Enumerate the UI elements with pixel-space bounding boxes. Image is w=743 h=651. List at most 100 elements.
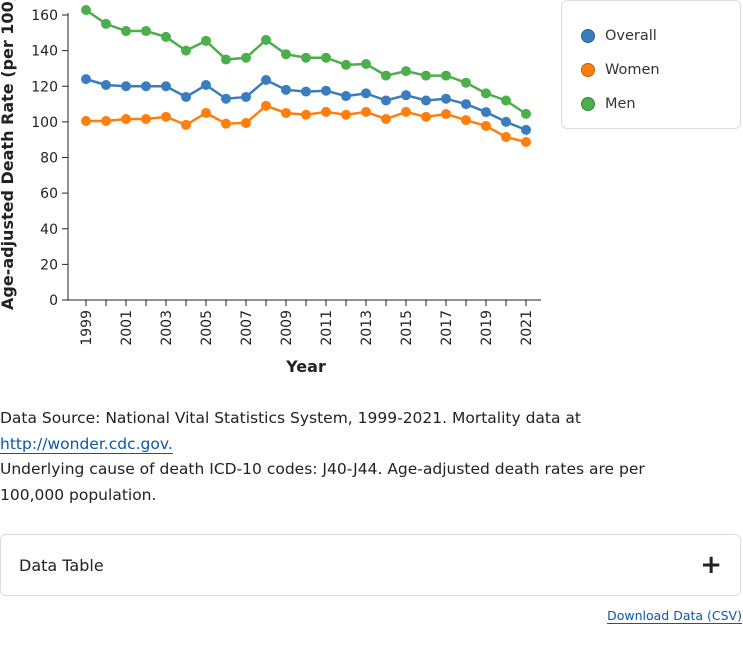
y-tick-label: 20 (40, 257, 58, 273)
y-tick-label: 0 (49, 293, 58, 309)
data-point-overall-2015 (401, 90, 411, 101)
x-tick-label: 2021 (519, 310, 535, 346)
data-point-women-2016 (421, 111, 431, 122)
data-point-women-2001 (121, 114, 131, 125)
data-point-women-2018 (461, 115, 471, 126)
data-point-women-2005 (201, 107, 211, 118)
plus-icon[interactable]: + (700, 550, 722, 580)
data-point-women-2004 (181, 119, 191, 130)
legend: Overall Women Men (561, 0, 741, 129)
y-tick-label: 120 (31, 79, 58, 95)
data-point-women-2008 (261, 100, 271, 111)
data-point-men-2009 (281, 49, 291, 60)
data-point-women-2014 (381, 114, 391, 125)
data-point-men-2000 (101, 18, 111, 29)
x-tick-label: 1999 (79, 310, 95, 346)
data-point-overall-2020 (501, 116, 511, 127)
y-axis-title: Age-adjusted Death Rate (per 100,000) (0, 0, 17, 310)
data-point-overall-2006 (221, 93, 231, 104)
y-tick-label: 140 (31, 44, 58, 60)
data-point-overall-2021 (521, 124, 531, 135)
x-tick-label: 2019 (479, 310, 495, 346)
data-point-overall-2012 (341, 91, 351, 102)
data-point-overall-2005 (201, 80, 211, 91)
data-point-overall-2016 (421, 95, 431, 106)
data-point-women-2017 (441, 109, 451, 120)
y-tick-label: 80 (40, 151, 58, 167)
data-point-women-1999 (81, 115, 91, 126)
y-tick-label: 60 (40, 186, 58, 202)
data-point-men-2013 (361, 58, 371, 69)
source-text: Data Source: National Vital Statistics S… (0, 409, 582, 427)
data-point-overall-2018 (461, 99, 471, 110)
y-tick-label: 160 (31, 8, 58, 24)
accordion-label: Data Table (19, 555, 104, 575)
data-point-men-2020 (501, 95, 511, 106)
data-point-women-2002 (141, 114, 151, 125)
data-point-women-2015 (401, 106, 411, 117)
x-tick-label: 2013 (359, 310, 375, 346)
y-tick-label: 40 (40, 222, 58, 238)
data-point-men-2012 (341, 59, 351, 70)
legend-label: Women (605, 62, 660, 78)
data-point-men-2017 (441, 70, 451, 81)
x-tick-label: 2017 (439, 310, 455, 346)
data-point-women-2009 (281, 107, 291, 118)
data-point-men-2004 (181, 45, 191, 56)
data-point-overall-2017 (441, 93, 451, 104)
data-point-overall-2011 (321, 85, 331, 96)
x-tick-label: 2007 (239, 310, 255, 346)
x-tick-label: 2015 (399, 310, 415, 346)
data-point-men-2016 (421, 70, 431, 81)
x-tick-label: 2003 (159, 310, 175, 346)
data-point-men-2007 (241, 52, 251, 63)
data-source-note: Data Source: National Vital Statistics S… (0, 406, 700, 508)
x-tick-label: 2005 (199, 310, 215, 346)
data-point-overall-2008 (261, 75, 271, 86)
data-point-overall-2007 (241, 91, 251, 102)
data-point-men-2006 (221, 54, 231, 65)
data-point-overall-2003 (161, 81, 171, 92)
x-tick-label: 2009 (279, 310, 295, 346)
legend-dot-women (581, 63, 595, 77)
line-chart: 0 20 40 60 80 100 120 140 160 1999 2001 2003 2005 200… (0, 0, 541, 376)
data-point-women-2019 (481, 120, 491, 131)
data-point-women-2012 (341, 109, 351, 120)
x-tick-label: 2001 (119, 310, 135, 346)
data-point-men-2008 (261, 34, 271, 45)
data-point-overall-2000 (101, 80, 111, 91)
data-point-overall-2019 (481, 107, 491, 118)
download-csv-link[interactable]: Download Data (CSV) (607, 608, 742, 624)
data-point-overall-1999 (81, 74, 91, 85)
data-point-women-2000 (101, 115, 111, 126)
legend-item-overall[interactable]: Overall (581, 28, 657, 44)
y-tick-label: 100 (31, 115, 58, 131)
data-point-overall-2002 (141, 81, 151, 92)
legend-item-men[interactable]: Men (581, 96, 636, 112)
icd-note: Underlying cause of death ICD-10 codes: … (0, 460, 645, 504)
data-point-women-2013 (361, 106, 371, 117)
data-point-men-2014 (381, 70, 391, 81)
data-point-men-2001 (121, 26, 131, 37)
data-point-overall-2014 (381, 95, 391, 106)
data-point-men-2021 (521, 108, 531, 119)
data-point-women-2011 (321, 106, 331, 117)
data-point-overall-2013 (361, 88, 371, 99)
data-point-men-2003 (161, 31, 171, 42)
data-point-women-2010 (301, 109, 311, 120)
legend-label: Overall (605, 28, 657, 44)
data-point-women-2003 (161, 111, 171, 122)
data-point-men-2002 (141, 26, 151, 37)
data-point-men-2010 (301, 52, 311, 63)
legend-dot-overall (581, 29, 595, 43)
data-point-women-2006 (221, 118, 231, 129)
data-point-overall-2004 (181, 91, 191, 102)
data-table-accordion[interactable]: Data Table + (0, 534, 741, 596)
data-point-overall-2009 (281, 84, 291, 95)
data-point-overall-2001 (121, 81, 131, 92)
source-link[interactable]: http://wonder.cdc.gov. (0, 434, 173, 454)
x-tick-label: 2011 (319, 310, 335, 346)
data-point-women-2007 (241, 117, 251, 128)
legend-item-women[interactable]: Women (581, 62, 660, 78)
legend-dot-men (581, 97, 595, 111)
